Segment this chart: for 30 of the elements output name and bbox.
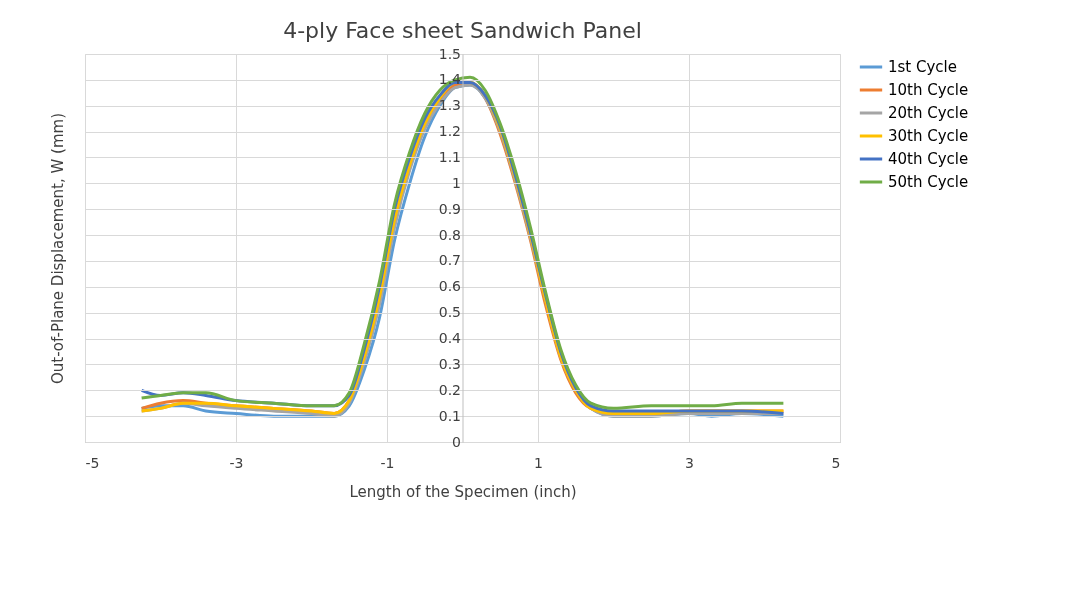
x-tick-label: -3: [229, 454, 244, 471]
y-tick-label: 0.3: [438, 355, 461, 372]
y-tick-label: 1.3: [438, 97, 461, 114]
y-tick-label: 0.2: [438, 381, 461, 398]
x-axis-title: Length of the Specimen (inch): [349, 482, 577, 501]
legend-label: 50th Cycle: [888, 173, 969, 191]
legend-label: 30th Cycle: [888, 127, 969, 145]
y-tick-label: 0: [452, 433, 461, 450]
y-tick-label: 0.5: [438, 304, 461, 321]
y-tick-label: 1: [452, 174, 461, 191]
y-tick-label: 0.8: [438, 226, 461, 243]
legend-label: 1st Cycle: [888, 58, 958, 76]
y-tick-label: 1.1: [438, 148, 461, 165]
x-tick-label: 5: [831, 454, 841, 471]
y-axis-title: Out-of-Plane Displacement, W (mm): [48, 112, 67, 385]
y-tick-label: 1.5: [438, 45, 461, 62]
x-tick-label: -1: [380, 454, 395, 471]
y-tick-label: 0.1: [438, 407, 461, 424]
legend-label: 40th Cycle: [888, 150, 969, 168]
x-tick-label: -5: [85, 454, 100, 471]
y-tick-label: 0.9: [438, 200, 461, 217]
y-tick-label: 1.2: [438, 123, 461, 140]
y-tick-label: 0.6: [438, 278, 462, 295]
chart-title: 4-ply Face sheet Sandwich Panel: [283, 18, 642, 43]
y-tick-label: 0.7: [438, 252, 461, 269]
legend-label: 20th Cycle: [888, 104, 969, 122]
y-tick-label: 0.4: [438, 330, 462, 347]
x-tick-label: 3: [685, 454, 694, 471]
x-tick-label: 1: [534, 454, 543, 471]
legend-label: 10th Cycle: [888, 81, 969, 99]
